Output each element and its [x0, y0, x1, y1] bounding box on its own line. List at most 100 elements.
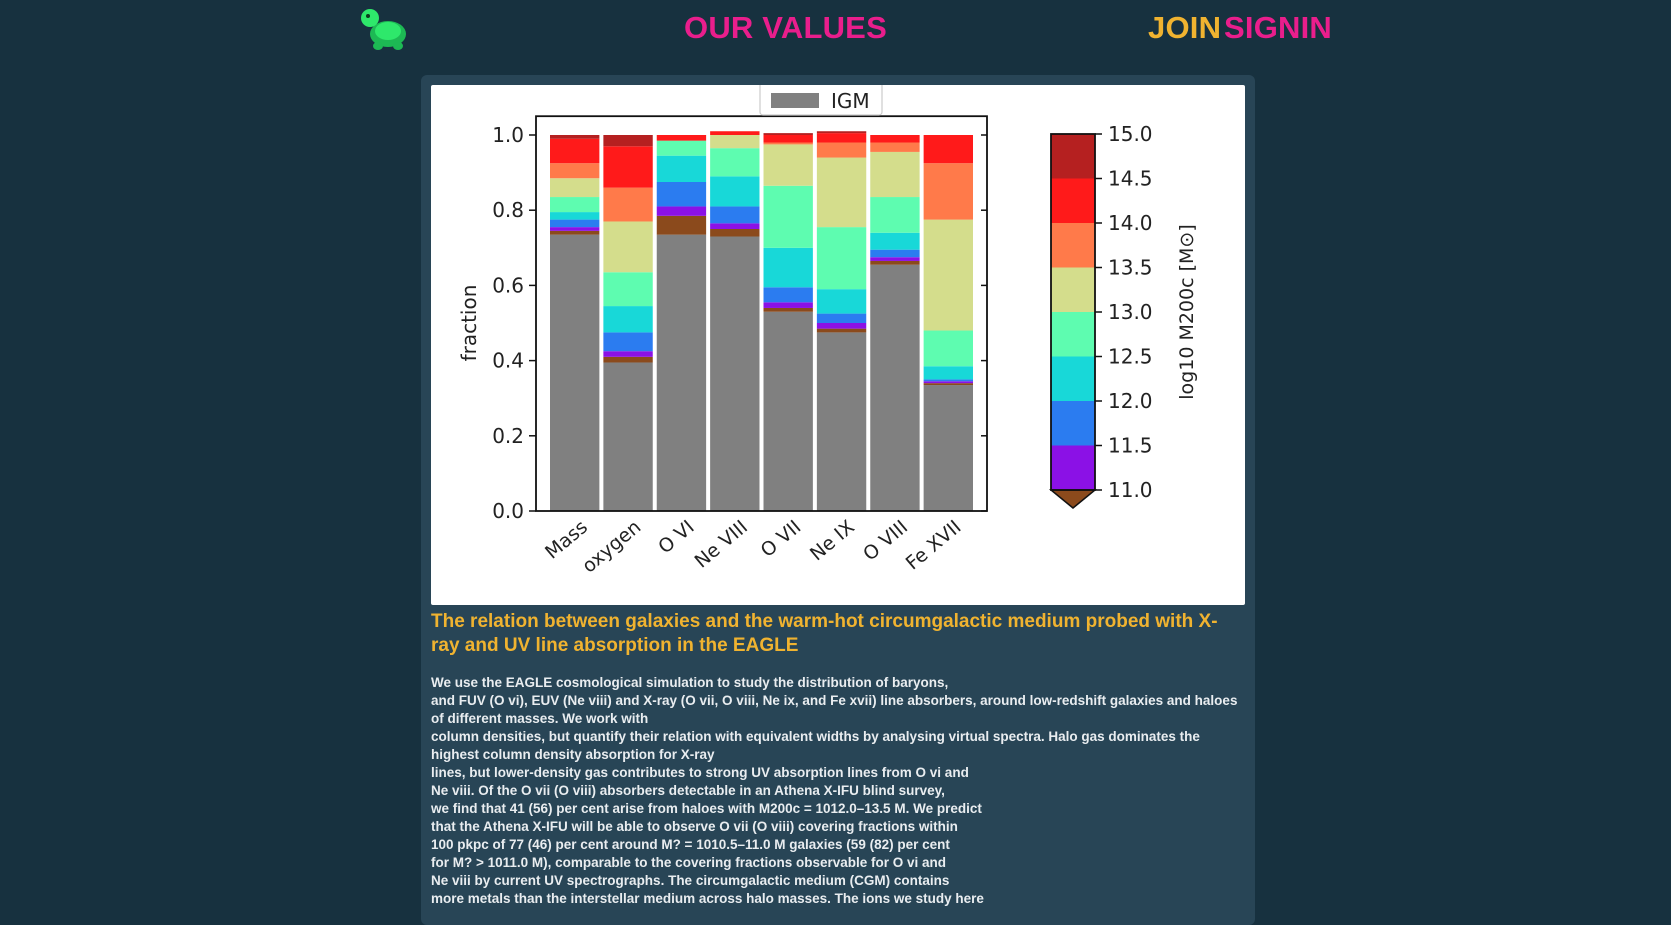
x-tick-label: O VII: [757, 516, 806, 562]
x-tick-label: Fe XVII: [902, 516, 966, 575]
bar-segment: [603, 146, 653, 188]
colorbar-segment: [1051, 356, 1095, 402]
bar-segment: [923, 383, 973, 386]
bar-segment: [763, 185, 813, 248]
bar-segment: [763, 135, 813, 143]
colorbar-tick-label: 11.0: [1108, 478, 1153, 502]
bar-segment: [816, 227, 867, 290]
bar-segment: [550, 219, 600, 228]
bar-segment: [710, 223, 760, 229]
bar-segment: [870, 151, 920, 198]
y-tick-label: 0.4: [492, 349, 524, 373]
bar-segment: [656, 155, 707, 182]
paper-title[interactable]: The relation between galaxies and the wa…: [431, 611, 1218, 656]
turtle-icon[interactable]: [356, 4, 410, 52]
abstract-line: Ne viii by current UV spectrographs. The…: [431, 873, 950, 888]
legend-label-igm: IGM: [831, 89, 870, 113]
abstract-line: more metals than the interstellar medium…: [431, 891, 984, 906]
x-tick-label: O VI: [654, 516, 698, 558]
paper-abstract: We use the EAGLE cosmological simulation…: [431, 674, 1245, 908]
colorbar-segment: [1051, 223, 1095, 268]
abstract-line: for M? > 1011.0 M), comparable to the co…: [431, 855, 947, 870]
bar-segment: [870, 135, 920, 143]
bar-segment: [603, 187, 653, 222]
abstract-line: lines, but lower-density gas contributes…: [431, 765, 969, 780]
bar-segment: [550, 212, 600, 220]
bar-segment: [923, 330, 973, 367]
colorbar-segment: [1051, 267, 1095, 313]
x-tick-label: Ne VIII: [691, 516, 752, 573]
colorbar-tick-label: 11.5: [1108, 434, 1153, 458]
bar-segment: [870, 197, 920, 233]
bar-segment: [710, 206, 760, 224]
bar-segment: [550, 234, 600, 511]
bar-segment: [923, 163, 973, 220]
bar-segment: [816, 142, 867, 158]
y-tick-label: 0.2: [492, 424, 524, 448]
bar-segment: [550, 230, 600, 235]
bar-segment: [763, 144, 813, 186]
bar-segment: [763, 247, 813, 288]
bar-segment: [603, 351, 653, 357]
bar-segment: [710, 135, 760, 149]
bar-segment: [816, 133, 867, 143]
bar-segment: [923, 135, 973, 164]
abstract-line: and FUV (O vi), EUV (Ne viii) and X-ray …: [431, 693, 1238, 726]
colorbar-tick-label: 13.5: [1108, 256, 1153, 280]
x-tick-label: oxygen: [578, 516, 645, 577]
bar-segment: [816, 289, 867, 314]
bar-segment: [923, 366, 973, 380]
colorbar-tick-label: 15.0: [1108, 122, 1153, 146]
bar-segment: [816, 313, 867, 323]
y-axis-label: fraction: [457, 285, 481, 362]
colorbar-tick-label: 12.0: [1108, 389, 1153, 413]
nav-our-values-link[interactable]: OUR VALUES: [684, 10, 887, 45]
bar-segment: [656, 206, 707, 216]
abstract-line: Ne viii. Of the O vii (O viii) absorbers…: [431, 783, 945, 798]
colorbar-tick-label: 13.0: [1108, 300, 1153, 324]
bar-segment: [710, 236, 760, 511]
nav-signin-link[interactable]: SIGNIN: [1224, 10, 1332, 45]
bar-segment: [603, 272, 653, 307]
bar-segment: [550, 197, 600, 213]
colorbar-tick-label: 14.5: [1108, 167, 1153, 191]
bar-segment: [603, 306, 653, 333]
nav-join-link[interactable]: JOIN: [1148, 10, 1222, 45]
y-tick-label: 0.8: [492, 198, 524, 222]
bar-segment: [816, 131, 867, 134]
colorbar-segment: [1051, 401, 1095, 446]
bar-segment: [870, 249, 920, 258]
bar-segment: [656, 234, 707, 511]
colorbar-label: log10 M200c [M⊙]: [1176, 224, 1198, 399]
bar-segment: [550, 138, 600, 164]
bar-segment: [870, 142, 920, 152]
abstract-line: we find that 41 (56) per cent arise from…: [431, 801, 982, 816]
bar-segment: [603, 332, 653, 352]
bar-segment: [550, 163, 600, 179]
bar-segment: [870, 260, 920, 265]
bar-segment: [816, 323, 867, 329]
bar-segment: [816, 157, 867, 228]
bar-segment: [603, 362, 653, 511]
plot-frame: [535, 115, 988, 512]
abstract-line: column densities, but quantify their rel…: [431, 729, 1200, 762]
bar-segment: [603, 135, 653, 147]
bar-segment: [710, 229, 760, 237]
bar-segment: [763, 311, 813, 511]
bar-segment: [656, 135, 707, 141]
bar-segment: [870, 264, 920, 511]
colorbar-segment: [1051, 445, 1095, 491]
bar-segment: [763, 307, 813, 312]
bar-segment: [656, 140, 707, 156]
bar-segment: [870, 232, 920, 250]
bar-segment: [710, 131, 760, 135]
bar-segment: [923, 385, 973, 511]
bar-segment: [763, 287, 813, 303]
paper-card: Mass oxygen O VI Ne VIII O VII Ne IX O VIII Fe …: [421, 75, 1255, 925]
x-tick-label: Ne IX: [806, 516, 859, 565]
legend-swatch-igm: [771, 93, 819, 108]
abstract-line: that the Athena X-IFU will be able to ob…: [431, 819, 958, 834]
y-tick-label: 0.6: [492, 273, 524, 297]
bar-segment: [816, 328, 867, 333]
bar-segment: [816, 332, 867, 511]
